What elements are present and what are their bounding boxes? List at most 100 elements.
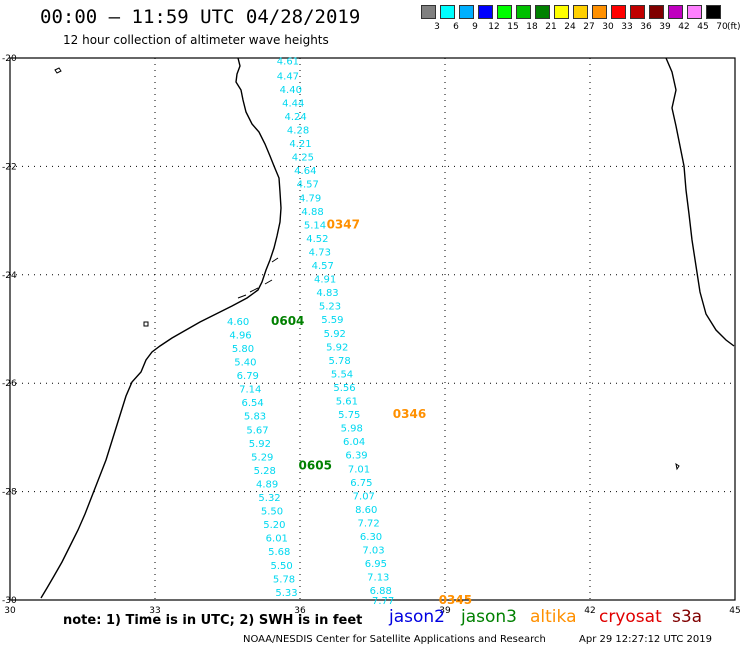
credit-text: NOAA/NESDIS Center for Satellite Applica… — [243, 634, 546, 645]
legend-swatch — [421, 5, 436, 19]
legend-swatch — [630, 5, 645, 19]
legend-swatch — [478, 5, 493, 19]
wave-height-value: 4.64 — [294, 166, 316, 177]
lon-tick-label: 39 — [439, 606, 451, 616]
wave-height-value: 6.79 — [237, 371, 259, 382]
wave-height-value: 5.50 — [271, 561, 293, 572]
legend-swatch — [611, 5, 626, 19]
wave-height-value: 4.91 — [314, 275, 336, 286]
island-2 — [143, 321, 149, 327]
wave-height-value: 4.44 — [282, 98, 304, 109]
wave-height-value: 5.59 — [321, 315, 343, 326]
pass-time-label: 0346 — [393, 407, 426, 421]
wave-height-value: 4.60 — [227, 317, 249, 328]
wave-height-value: 5.14 — [304, 220, 326, 231]
satellite-cryosat: cryosat — [599, 607, 662, 627]
wave-height-value: 5.92 — [324, 329, 346, 340]
wave-height-value: 5.98 — [341, 424, 363, 435]
coastline — [40, 57, 735, 599]
wave-height-value: 6.88 — [370, 586, 392, 597]
wave-height-value: 5.54 — [331, 369, 353, 380]
lon-tick-label: 33 — [149, 606, 160, 616]
lat-tick-label: -26 — [2, 379, 17, 389]
wave-height-value: 5.56 — [333, 383, 355, 394]
wave-height-value: 4.47 — [277, 71, 299, 82]
wave-height-value: 5.33 — [275, 588, 297, 599]
island-1 — [54, 67, 62, 74]
wave-height-value: 5.28 — [254, 466, 276, 477]
legend-swatch — [592, 5, 607, 19]
wave-height-value: 6.75 — [350, 478, 372, 489]
legend-label: 15 — [507, 22, 519, 32]
wave-height-value: 5.67 — [246, 425, 268, 436]
legend-swatch — [459, 5, 474, 19]
wave-height-value: 5.61 — [336, 397, 358, 408]
pass-time-label: 0345 — [439, 593, 472, 607]
wave-height-value: 5.20 — [263, 520, 285, 531]
legend-label: 70 — [716, 22, 728, 32]
legend-swatch — [535, 5, 550, 19]
satellite-s3a: s3a — [672, 607, 703, 627]
wave-height-value: 4.57 — [297, 180, 319, 191]
lat-tick-label: -28 — [2, 488, 17, 498]
lon-tick-label: 42 — [584, 606, 595, 616]
wave-height-value: 5.29 — [251, 452, 273, 463]
wave-height-value: 4.21 — [289, 139, 311, 150]
wave-height-value: 4.89 — [256, 479, 278, 490]
wave-height-value: 7.13 — [367, 573, 389, 584]
wave-height-value: 5.83 — [244, 412, 266, 423]
legend-label: 36 — [640, 22, 652, 32]
legend-label: 18 — [526, 22, 538, 32]
map-frame — [9, 57, 736, 601]
wave-height-value: 5.92 — [326, 342, 348, 353]
legend-swatch — [497, 5, 512, 19]
wave-height-value: 5.92 — [249, 439, 271, 450]
lat-tick-label: -20 — [2, 54, 17, 64]
wave-height-value: 7.72 — [358, 518, 380, 529]
legend-swatch — [706, 5, 721, 19]
legend-label: 24 — [564, 22, 576, 32]
legend-label: 30 — [602, 22, 614, 32]
wave-height-value: 5.23 — [319, 302, 341, 313]
lon-tick-label: 36 — [294, 606, 306, 616]
wave-height-value: 7.77 — [372, 596, 394, 607]
wave-height-value: 7.07 — [353, 491, 375, 502]
wave-height-value: 7.03 — [362, 546, 384, 557]
wave-height-value: 6.01 — [266, 534, 288, 545]
legend-label: 33 — [621, 22, 633, 32]
legend-label: 42 — [678, 22, 690, 32]
chart-subtitle: 12 hour collection of altimeter wave hei… — [63, 33, 329, 47]
wave-height-value: 4.73 — [309, 247, 331, 258]
wave-height-value: 5.40 — [234, 358, 256, 369]
wave-height-value: 5.78 — [273, 574, 295, 585]
wave-height-value: 5.50 — [261, 507, 283, 518]
wave-height-value: 5.78 — [329, 356, 351, 367]
wave-height-value: 4.61 — [277, 57, 299, 68]
wave-height-value: 6.04 — [343, 437, 365, 448]
lat-tick-label: -24 — [2, 271, 17, 281]
wave-height-value: 6.30 — [360, 532, 382, 543]
legend-swatch — [649, 5, 664, 19]
legend-label: 27 — [583, 22, 595, 32]
wave-height-value: 4.24 — [285, 112, 307, 123]
wave-height-value: 4.52 — [306, 234, 328, 245]
wave-height-value: 6.95 — [365, 559, 387, 570]
wave-height-value: 4.25 — [292, 153, 314, 164]
satellite-jason2: jason2 — [389, 607, 445, 627]
wave-height-value: 4.83 — [316, 288, 338, 299]
chart-title: 00:00 — 11:59 UTC 04/28/2019 — [40, 6, 361, 28]
coast-detail — [237, 257, 279, 299]
africa-coastline — [40, 57, 282, 599]
legend-label: 6 — [453, 22, 459, 32]
legend-swatch — [573, 5, 588, 19]
wave-height-value: 5.68 — [268, 547, 290, 558]
pass-time-label: 0347 — [327, 217, 360, 231]
satellite-jason3: jason3 — [461, 607, 517, 627]
wave-height-value: 6.54 — [242, 398, 264, 409]
wave-height-value: 4.79 — [299, 193, 321, 204]
legend-swatch — [440, 5, 455, 19]
legend-label: 45 — [697, 22, 709, 32]
generated-timestamp: Apr 29 12:27:12 UTC 2019 — [579, 634, 712, 645]
satellite-altika: altika — [530, 607, 577, 627]
